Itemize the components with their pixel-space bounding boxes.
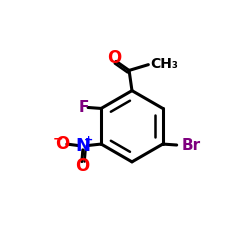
Text: CH₃: CH₃: [150, 57, 178, 71]
Text: Br: Br: [182, 138, 201, 152]
Text: O: O: [75, 157, 89, 175]
Text: O: O: [56, 135, 70, 153]
Text: +: +: [84, 135, 93, 145]
Text: O: O: [107, 50, 122, 68]
Text: F: F: [78, 100, 89, 115]
Text: −: −: [52, 132, 63, 145]
Text: N: N: [75, 136, 90, 154]
